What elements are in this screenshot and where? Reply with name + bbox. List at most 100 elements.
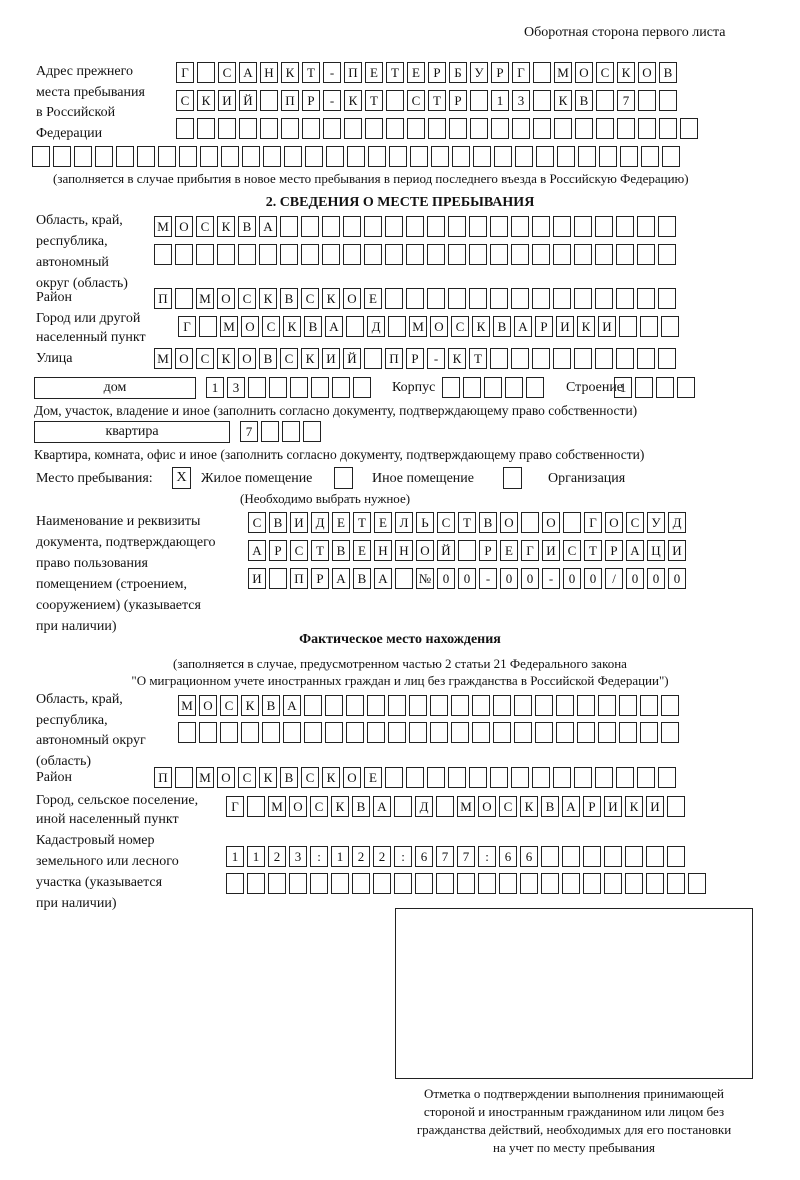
char-cell[interactable] xyxy=(595,348,613,369)
char-cell[interactable]: Р xyxy=(302,90,320,111)
char-cell[interactable]: 2 xyxy=(373,846,391,867)
char-cell[interactable] xyxy=(541,873,559,894)
char-cell[interactable]: Т xyxy=(311,540,329,561)
char-cell[interactable]: К xyxy=(577,316,595,337)
korpus-row[interactable] xyxy=(442,377,544,399)
building-row[interactable]: 1 xyxy=(614,377,695,399)
char-cell[interactable]: И xyxy=(646,796,664,817)
char-cell[interactable] xyxy=(448,216,466,237)
char-cell[interactable] xyxy=(385,288,403,309)
char-cell[interactable] xyxy=(241,722,259,743)
char-cell[interactable] xyxy=(536,146,554,167)
char-cell[interactable]: А xyxy=(514,316,532,337)
char-cell[interactable]: О xyxy=(217,767,235,788)
char-cell[interactable] xyxy=(553,244,571,265)
char-cell[interactable] xyxy=(331,873,349,894)
char-cell[interactable] xyxy=(247,873,265,894)
char-cell[interactable] xyxy=(332,377,350,398)
char-cell[interactable]: Р xyxy=(605,540,623,561)
char-cell[interactable]: Н xyxy=(374,540,392,561)
char-cell[interactable] xyxy=(53,146,71,167)
char-cell[interactable]: С xyxy=(290,540,308,561)
char-cell[interactable]: Р xyxy=(583,796,601,817)
char-cell[interactable] xyxy=(176,118,194,139)
char-cell[interactable] xyxy=(583,873,601,894)
char-cell[interactable]: - xyxy=(427,348,445,369)
char-cell[interactable]: Т xyxy=(428,90,446,111)
char-cell[interactable] xyxy=(604,873,622,894)
char-cell[interactable]: Д xyxy=(668,512,686,533)
char-cell[interactable] xyxy=(563,512,581,533)
char-cell[interactable]: А xyxy=(626,540,644,561)
char-cell[interactable] xyxy=(556,695,574,716)
char-cell[interactable]: В xyxy=(352,796,370,817)
char-cell[interactable] xyxy=(658,348,676,369)
char-cell[interactable] xyxy=(448,288,466,309)
char-cell[interactable]: : xyxy=(310,846,328,867)
char-cell[interactable] xyxy=(532,348,550,369)
char-cell[interactable] xyxy=(505,377,523,398)
char-cell[interactable]: Г xyxy=(584,512,602,533)
char-cell[interactable]: А xyxy=(259,216,277,237)
char-cell[interactable] xyxy=(269,568,287,589)
char-cell[interactable]: У xyxy=(647,512,665,533)
char-cell[interactable] xyxy=(218,118,236,139)
char-cell[interactable] xyxy=(617,118,635,139)
char-cell[interactable] xyxy=(472,695,490,716)
char-cell[interactable]: И xyxy=(542,540,560,561)
char-cell[interactable]: В xyxy=(353,568,371,589)
char-cell[interactable]: Р xyxy=(311,568,329,589)
char-cell[interactable] xyxy=(469,288,487,309)
char-cell[interactable] xyxy=(596,118,614,139)
char-cell[interactable] xyxy=(595,288,613,309)
char-cell[interactable] xyxy=(269,377,287,398)
char-cell[interactable] xyxy=(577,695,595,716)
char-cell[interactable]: 0 xyxy=(563,568,581,589)
char-cell[interactable]: И xyxy=(248,568,266,589)
char-cell[interactable] xyxy=(616,767,634,788)
char-cell[interactable] xyxy=(346,695,364,716)
char-cell[interactable]: С xyxy=(238,767,256,788)
char-cell[interactable]: О xyxy=(175,216,193,237)
char-cell[interactable]: К xyxy=(259,288,277,309)
char-cell[interactable]: : xyxy=(478,846,496,867)
char-cell[interactable]: Р xyxy=(449,90,467,111)
char-cell[interactable] xyxy=(535,695,553,716)
char-cell[interactable] xyxy=(637,348,655,369)
char-cell[interactable] xyxy=(598,722,616,743)
char-cell[interactable] xyxy=(511,244,529,265)
char-cell[interactable] xyxy=(514,722,532,743)
char-cell[interactable] xyxy=(248,377,266,398)
char-cell[interactable]: К xyxy=(322,767,340,788)
char-cell[interactable] xyxy=(263,146,281,167)
char-cell[interactable]: В xyxy=(659,62,677,83)
char-cell[interactable] xyxy=(283,722,301,743)
char-cell[interactable] xyxy=(635,377,653,398)
char-cell[interactable]: О xyxy=(575,62,593,83)
char-cell[interactable]: С xyxy=(301,288,319,309)
char-cell[interactable] xyxy=(638,90,656,111)
char-cell[interactable] xyxy=(659,90,677,111)
char-cell[interactable]: К xyxy=(322,288,340,309)
char-cell[interactable] xyxy=(406,244,424,265)
char-cell[interactable] xyxy=(469,767,487,788)
char-cell[interactable] xyxy=(409,695,427,716)
checkbox-organization[interactable] xyxy=(503,467,522,489)
char-cell[interactable] xyxy=(640,695,658,716)
char-cell[interactable]: Г xyxy=(512,62,530,83)
char-cell[interactable] xyxy=(535,722,553,743)
char-cell[interactable]: В xyxy=(575,90,593,111)
char-cell[interactable] xyxy=(533,62,551,83)
char-cell[interactable] xyxy=(557,146,575,167)
char-cell[interactable]: И xyxy=(322,348,340,369)
char-cell[interactable] xyxy=(353,377,371,398)
char-cell[interactable]: П xyxy=(281,90,299,111)
char-cell[interactable] xyxy=(457,873,475,894)
char-cell[interactable]: В xyxy=(479,512,497,533)
char-cell[interactable] xyxy=(200,146,218,167)
char-cell[interactable] xyxy=(346,316,364,337)
char-cell[interactable]: С xyxy=(563,540,581,561)
char-cell[interactable] xyxy=(638,118,656,139)
